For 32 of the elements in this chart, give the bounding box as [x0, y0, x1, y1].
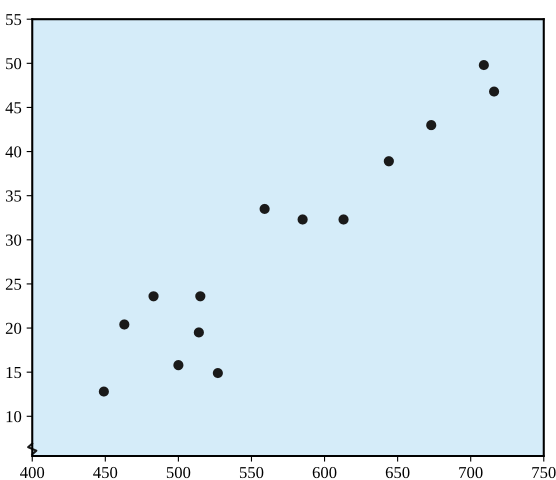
x-tick-label: 700: [459, 466, 483, 478]
y-tick-label: 25: [6, 278, 22, 290]
x-tick-label: 450: [93, 466, 118, 478]
point: [260, 204, 270, 214]
point: [338, 214, 349, 225]
y-tick-label: 20: [6, 322, 22, 334]
point: [478, 60, 489, 70]
y-tick-label: 55: [6, 14, 22, 26]
x-tick-label: 750: [532, 466, 556, 478]
x-tick-label: 500: [166, 466, 190, 478]
y-tick-label: 45: [5, 102, 22, 114]
point: [98, 386, 109, 397]
y-tick-label: 15: [6, 366, 22, 378]
y-tick-label: 50: [6, 58, 22, 70]
point: [173, 360, 184, 370]
x-tick-label: 600: [312, 466, 336, 478]
point: [384, 156, 394, 166]
point: [195, 291, 206, 302]
x-tick-label: 550: [240, 466, 264, 478]
point: [298, 214, 308, 225]
y-tick-label: 10: [6, 410, 22, 422]
y-tick-label: 40: [5, 146, 22, 158]
x-tick-label: 400: [20, 466, 44, 478]
y-tick-label: 30: [6, 234, 22, 246]
point: [119, 319, 130, 330]
point: [426, 120, 436, 130]
point: [488, 86, 500, 97]
point: [194, 327, 204, 338]
point: [212, 368, 223, 378]
y-tick-label: 35: [6, 190, 22, 202]
x-tick-label: 650: [386, 466, 410, 478]
point: [148, 291, 159, 302]
